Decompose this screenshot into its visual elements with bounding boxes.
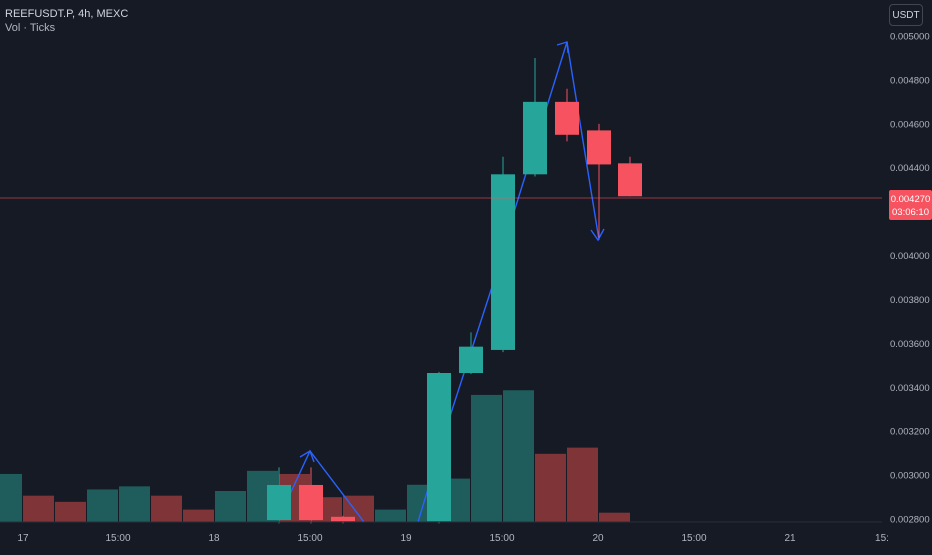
arrow-head (299, 449, 315, 463)
price-tick-label: 0.003400 (890, 383, 930, 394)
candle (491, 156, 515, 353)
candle (459, 332, 483, 375)
volume-bar (471, 394, 502, 522)
time-tick-label: 15: (875, 533, 889, 544)
candle-body (491, 174, 515, 350)
time-tick-label: 20 (592, 533, 604, 544)
candle (587, 123, 611, 238)
time-tick-label: 15:00 (297, 533, 322, 544)
candle (299, 467, 323, 524)
candle-body (331, 516, 355, 522)
volume-bar (535, 453, 566, 522)
candle-body (459, 346, 483, 374)
price-tag: 0.004270 03:06:10 (889, 190, 932, 220)
price-axis[interactable]: 0.0050000.0048000.0046000.0044000.004200… (890, 32, 930, 526)
chart-legend[interactable]: REEFUSDT.P, 4h, MEXC Vol · Ticks (5, 7, 128, 35)
candle (523, 57, 547, 177)
volume-bar (87, 489, 118, 522)
volume-bar (215, 491, 246, 522)
arrow-head (556, 41, 569, 54)
volume-bar (503, 390, 534, 522)
candle (427, 371, 451, 524)
candle-body (587, 130, 611, 165)
candle-body (299, 484, 323, 521)
price-tick-label: 0.004000 (890, 251, 930, 262)
candle-body (555, 101, 579, 135)
price-tick-label: 0.002800 (890, 515, 930, 526)
volume-bar (375, 509, 406, 522)
price-tick-label: 0.003000 (890, 471, 930, 482)
candle-body (523, 101, 547, 175)
candle (267, 467, 291, 524)
volume-bar (0, 473, 22, 522)
time-tick-label: 21 (784, 533, 796, 544)
currency-button[interactable]: USDT (889, 4, 923, 26)
price-tick-label: 0.004400 (890, 163, 930, 174)
arrow-head (590, 228, 605, 242)
price-tag-countdown: 03:06:10 (892, 207, 929, 218)
price-tick-label: 0.004800 (890, 75, 930, 86)
time-tick-label: 15:00 (681, 533, 706, 544)
time-tick-label: 15:00 (489, 533, 514, 544)
volume-bar (23, 495, 54, 522)
volume-indicator-label[interactable]: Vol · Ticks (5, 22, 56, 34)
candle (555, 88, 579, 142)
candles-layer (267, 57, 642, 524)
price-tick-label: 0.003200 (890, 427, 930, 438)
volume-bar (567, 447, 598, 522)
price-tick-label: 0.003600 (890, 339, 930, 350)
price-tick-label: 0.003800 (890, 295, 930, 306)
price-tag-price: 0.004270 (891, 194, 931, 205)
candle (618, 156, 642, 197)
time-tick-label: 18 (208, 533, 220, 544)
time-axis[interactable]: 17 15:00 18 15:00 19 15:00 20 15:00 21 15: (17, 533, 889, 544)
volume-bar (599, 512, 630, 522)
candle-body (267, 484, 291, 521)
price-tick-label: 0.004600 (890, 119, 930, 130)
volume-bar (151, 495, 182, 522)
volume-bar (55, 501, 86, 522)
price-tag-background (889, 190, 932, 220)
volume-bar (183, 509, 214, 522)
candle-body (618, 163, 642, 197)
volume-bar (119, 486, 150, 522)
candle-body (427, 373, 451, 522)
symbol-title[interactable]: REEFUSDT.P, 4h, MEXC (5, 8, 129, 20)
time-tick-label: 15:00 (105, 533, 130, 544)
time-tick-label: 17 (17, 533, 29, 544)
price-tick-label: 0.005000 (890, 32, 930, 43)
time-tick-label: 19 (400, 533, 412, 544)
